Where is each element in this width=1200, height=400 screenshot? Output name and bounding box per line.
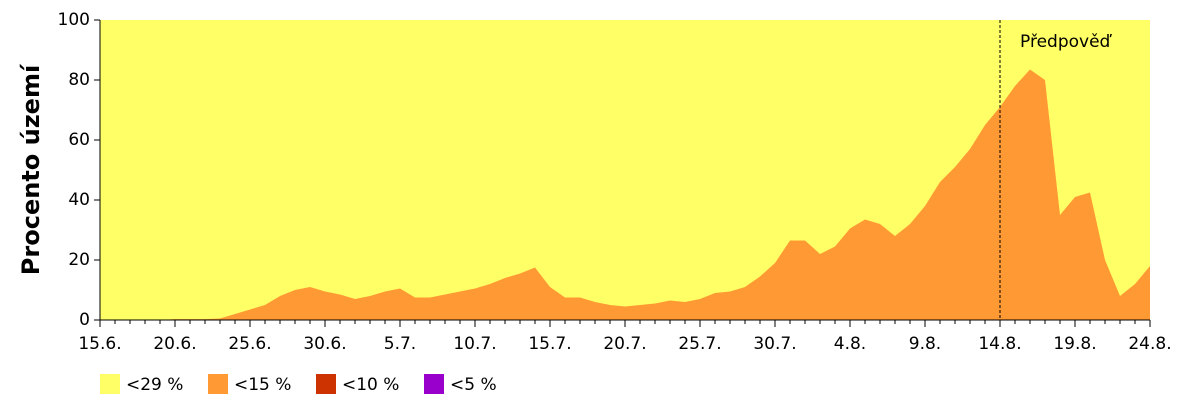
x-tick-label: 30.6. (303, 334, 346, 354)
legend-label: <5 % (450, 375, 497, 395)
x-tick-label: 15.7. (528, 334, 571, 354)
y-tick-label: 80 (68, 70, 90, 90)
legend-swatch (316, 374, 336, 394)
y-tick-label: 40 (68, 190, 90, 210)
legend-swatch (424, 374, 444, 394)
x-tick-label: 10.7. (453, 334, 496, 354)
forecast-label: Předpověď (1020, 32, 1113, 52)
legend-swatch (208, 374, 228, 394)
x-tick-label: 9.8. (909, 334, 941, 354)
y-axis-title: Procento území (17, 63, 45, 275)
legend-swatch (100, 374, 120, 394)
legend-label: <15 % (234, 375, 291, 395)
y-tick-label: 20 (68, 250, 90, 270)
x-tick-label: 14.8. (978, 334, 1021, 354)
x-tick-label: 5.7. (384, 334, 416, 354)
x-tick-label: 24.8. (1128, 334, 1171, 354)
y-tick-label: 60 (68, 130, 90, 150)
x-tick-label: 25.7. (678, 334, 721, 354)
x-tick-label: 19.8. (1053, 334, 1096, 354)
legend-label: <10 % (342, 375, 399, 395)
legend-label: <29 % (126, 375, 183, 395)
y-tick-label: 100 (58, 10, 90, 30)
x-tick-label: 25.6. (228, 334, 271, 354)
area (100, 69, 1150, 320)
x-tick-label: 20.7. (603, 334, 646, 354)
y-tick-label: 0 (79, 310, 90, 330)
x-tick-label: 30.7. (753, 334, 796, 354)
x-tick-label: 15.6. (78, 334, 121, 354)
x-tick-label: 4.8. (834, 334, 866, 354)
x-tick-label: 20.6. (153, 334, 196, 354)
